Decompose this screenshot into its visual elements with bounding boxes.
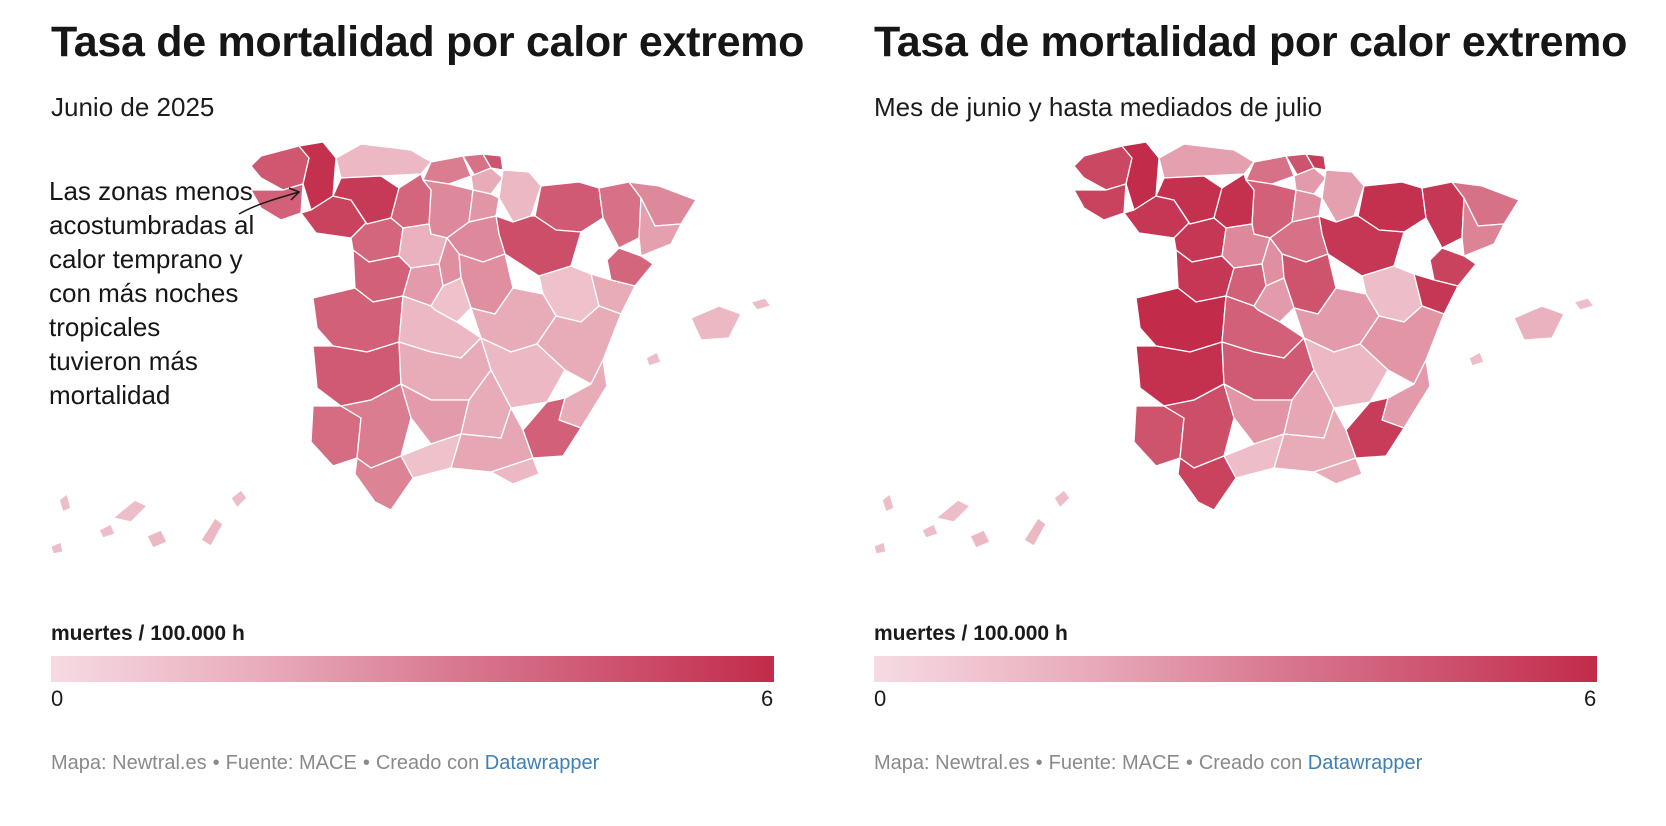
- region-pontevedra[interactable]: [1073, 183, 1127, 221]
- region-canarias-hierro[interactable]: [50, 541, 64, 555]
- region-canarias-fuerteventura[interactable]: [200, 517, 224, 547]
- chart-subtitle: Mes de junio y hasta mediados de julio: [874, 92, 1323, 122]
- created-with-text: Creado con: [1198, 752, 1303, 774]
- footer-credits: Mapa: Newtral.es • Fuente: MACE • Creado con…: [874, 752, 1422, 775]
- legend-color-scale: [51, 656, 774, 682]
- map-credit: Mapa: Newtral.es: [51, 752, 207, 774]
- legend-color-scale: [874, 656, 1597, 682]
- legend-title: muertes / 100.000 h: [51, 622, 245, 645]
- map-credit: Mapa: Newtral.es: [874, 752, 1030, 774]
- region-canarias-lanzarote[interactable]: [230, 489, 248, 509]
- region-menorca[interactable]: [750, 297, 772, 311]
- chart-subtitle: Junio de 2025: [51, 92, 215, 122]
- region-canarias-gran-canaria[interactable]: [146, 529, 168, 549]
- region-lleida[interactable]: [598, 181, 642, 249]
- created-with-text: Creado con: [375, 752, 480, 774]
- region-la-rioja[interactable]: [1291, 189, 1323, 223]
- region-cadiz[interactable]: [354, 455, 414, 511]
- map-annotation: Las zonas menos acostumbradas al calor t…: [49, 176, 255, 410]
- annotation-arrow: [238, 191, 300, 215]
- legend-min-label: 0: [874, 686, 887, 711]
- region-cadiz[interactable]: [1177, 455, 1237, 511]
- region-palencia[interactable]: [390, 173, 432, 229]
- region-huelva[interactable]: [310, 405, 362, 467]
- region-canarias-la-palma[interactable]: [881, 493, 895, 513]
- region-castellon[interactable]: [1413, 273, 1459, 315]
- separator: •: [362, 752, 370, 774]
- separator: •: [1035, 752, 1043, 774]
- annotation-arrowhead: [288, 187, 301, 201]
- region-mallorca[interactable]: [1513, 305, 1565, 341]
- region-canarias-gomera[interactable]: [98, 523, 116, 539]
- region-castellon[interactable]: [590, 273, 636, 315]
- region-cantabria[interactable]: [1245, 155, 1295, 185]
- region-araba[interactable]: [1293, 167, 1327, 195]
- region-canarias-fuerteventura[interactable]: [1023, 517, 1047, 547]
- region-ibiza[interactable]: [1468, 351, 1485, 367]
- legend-title: muertes / 100.000 h: [874, 622, 1068, 645]
- region-huelva[interactable]: [1133, 405, 1185, 467]
- region-asturias[interactable]: [1158, 143, 1255, 179]
- legend-max-label: 6: [761, 686, 774, 711]
- datawrapper-link[interactable]: Datawrapper: [1307, 752, 1423, 774]
- region-a-coruna[interactable]: [1073, 145, 1133, 191]
- datawrapper-link[interactable]: Datawrapper: [484, 752, 600, 774]
- legend-max-label: 6: [1584, 686, 1597, 711]
- region-canarias-la-palma[interactable]: [58, 493, 72, 513]
- choropleth-map[interactable]: [50, 138, 811, 608]
- chart-title: Tasa de mortalidad por calor extremo: [874, 18, 1628, 66]
- map-panel-june: Tasa de mortalidad por calor extremo Jun…: [49, 0, 811, 826]
- source-credit: Fuente: MACE: [225, 752, 357, 774]
- legend-min-label: 0: [51, 686, 64, 711]
- separator: •: [212, 752, 220, 774]
- region-barcelona[interactable]: [1461, 197, 1505, 257]
- region-mallorca[interactable]: [690, 305, 742, 341]
- region-a-coruna[interactable]: [250, 145, 310, 191]
- map-panel-june-july: Tasa de mortalidad por calor extremo Mes…: [873, 0, 1634, 826]
- region-barcelona[interactable]: [638, 197, 682, 257]
- region-ibiza[interactable]: [645, 351, 662, 367]
- map-regions-group: [50, 141, 772, 555]
- region-canarias-gran-canaria[interactable]: [969, 529, 991, 549]
- region-canarias-tenerife[interactable]: [935, 499, 971, 523]
- region-araba[interactable]: [470, 167, 504, 195]
- region-lleida[interactable]: [1421, 181, 1465, 249]
- choropleth-map[interactable]: [873, 138, 1634, 608]
- region-cantabria[interactable]: [422, 155, 472, 185]
- region-asturias[interactable]: [335, 143, 432, 179]
- chart-title: Tasa de mortalidad por calor extremo: [51, 18, 805, 66]
- footer-credits: Mapa: Newtral.es • Fuente: MACE • Creado con…: [51, 752, 599, 775]
- region-murcia[interactable]: [522, 397, 582, 459]
- region-murcia[interactable]: [1345, 397, 1405, 459]
- region-canarias-hierro[interactable]: [873, 541, 887, 555]
- region-canarias-gomera[interactable]: [921, 523, 939, 539]
- source-credit: Fuente: MACE: [1048, 752, 1180, 774]
- region-canarias-tenerife[interactable]: [112, 499, 148, 523]
- region-menorca[interactable]: [1573, 297, 1595, 311]
- region-canarias-lanzarote[interactable]: [1053, 489, 1071, 509]
- region-palencia[interactable]: [1213, 173, 1255, 229]
- map-regions-group: [873, 141, 1595, 555]
- region-la-rioja[interactable]: [468, 189, 500, 223]
- separator: •: [1185, 752, 1193, 774]
